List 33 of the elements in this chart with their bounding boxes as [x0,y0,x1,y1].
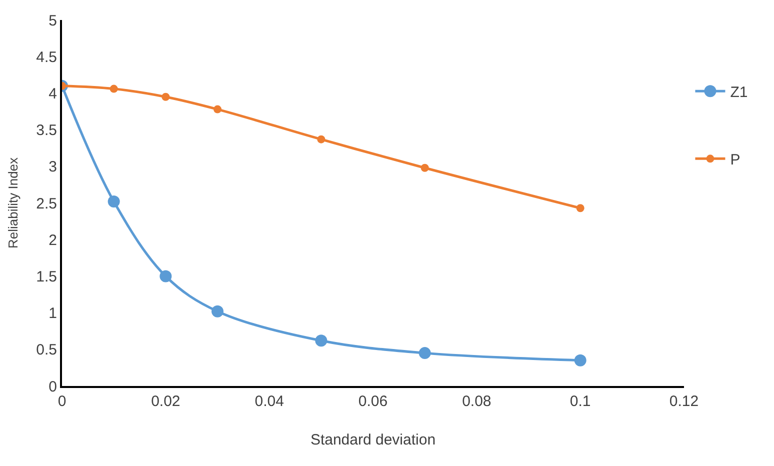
y-tick-label: 4.5 [36,48,57,66]
y-tick-label: 3.5 [36,122,57,140]
y-tick-label: 2.5 [36,195,57,212]
y-tick-label: 2 [48,232,57,249]
y-tick-label: 4 [48,85,57,102]
x-tick-label: 0.1 [570,393,591,410]
point [160,270,172,282]
legend-label: Z1 [730,84,748,101]
point [110,84,118,93]
point [108,196,120,208]
point [574,354,586,366]
x-tick-label: 0.06 [358,393,388,410]
y-tick-label: 1.5 [36,268,57,286]
point [576,204,584,212]
point [214,105,222,114]
x-axis-title: Standard deviation [310,432,436,448]
y-tick-label: 1 [48,305,57,322]
y-tick-label: 0 [48,378,57,396]
point [317,135,326,144]
x-tick-label: 0.08 [462,393,492,410]
x-tick-label: 0.12 [669,393,699,410]
y-axis-title: Reliability Index [6,156,21,249]
point [212,305,224,318]
point [420,164,429,172]
y-tick-label: 3 [48,158,57,176]
x-tick-label: 0.02 [151,393,180,410]
point [418,347,431,360]
point [315,334,328,347]
y-tick-label: 0.5 [36,342,57,359]
y-tick-label: 5 [48,12,57,30]
point [162,92,170,101]
x-tick-label: 0.04 [254,393,284,410]
legend-label: P [730,152,740,168]
